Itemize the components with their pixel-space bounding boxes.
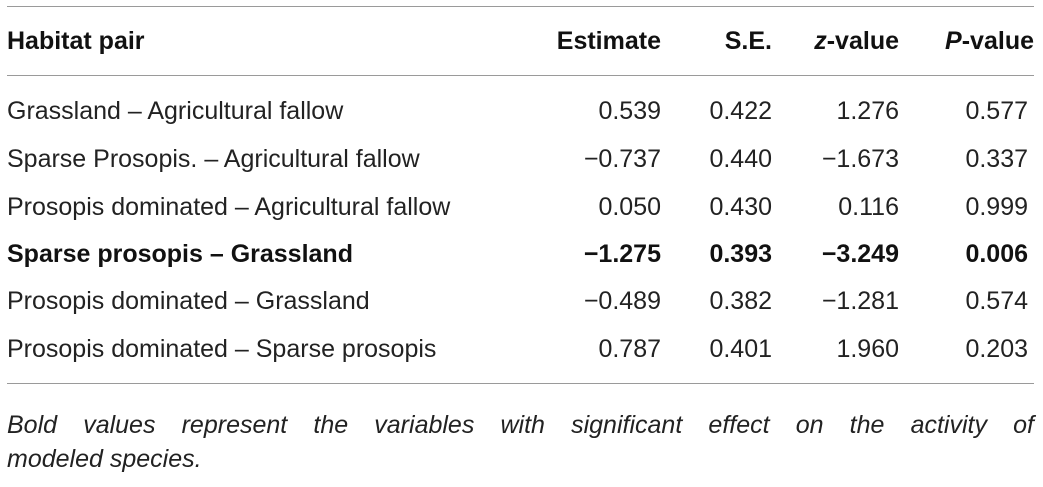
cell-estimate: 0.539 — [598, 97, 661, 125]
cell-habitat-pair: Prosopis dominated – Grassland — [7, 287, 370, 315]
header-p-suffix: -value — [961, 27, 1034, 55]
table-top-rule — [7, 6, 1034, 7]
header-p-value: P-value — [945, 21, 1034, 61]
header-estimate: Estimate — [556, 27, 661, 55]
cell-habitat-pair: Prosopis dominated – Sparse prosopis — [7, 335, 437, 363]
header-p-symbol: P — [945, 27, 962, 55]
cell-estimate: −0.737 — [583, 145, 661, 173]
table-header-rule — [7, 75, 1034, 76]
table-row: Grassland – Agricultural fallow 0.539 0.… — [7, 91, 1034, 131]
table-row: Prosopis dominated – Agricultural fallow… — [7, 187, 1034, 227]
cell-z-value: 1.276 — [836, 97, 899, 125]
footnote-line-1: Bold values represent the variables with… — [7, 411, 1034, 439]
table-row: Prosopis dominated – Sparse prosopis 0.7… — [7, 329, 1034, 369]
header-z-symbol: z — [814, 27, 827, 55]
header-habitat-pair: Habitat pair — [7, 27, 145, 55]
cell-estimate: 0.050 — [598, 193, 661, 221]
cell-habitat-pair: Sparse prosopis – Grassland — [7, 240, 353, 268]
cell-z-value: −3.249 — [821, 240, 899, 268]
cell-estimate: −0.489 — [583, 287, 661, 315]
cell-habitat-pair: Sparse Prosopis. – Agricultural fallow — [7, 145, 420, 173]
cell-p-value: 0.337 — [965, 145, 1028, 173]
cell-z-value: −1.673 — [821, 145, 899, 173]
table-footnote: Bold values represent the variables with… — [7, 408, 1034, 476]
cell-z-value: 1.960 — [836, 335, 899, 363]
cell-estimate: −1.275 — [583, 240, 661, 268]
cell-habitat-pair: Prosopis dominated – Agricultural fallow — [7, 193, 451, 221]
table-row-significant: Sparse prosopis – Grassland −1.275 0.393… — [7, 234, 1034, 274]
cell-se: 0.422 — [709, 97, 772, 125]
cell-estimate: 0.787 — [598, 335, 661, 363]
cell-se: 0.382 — [709, 287, 772, 315]
table-row: Sparse Prosopis. – Agricultural fallow −… — [7, 139, 1034, 179]
cell-se: 0.393 — [709, 240, 772, 268]
cell-p-value: 0.006 — [965, 240, 1028, 268]
cell-se: 0.440 — [709, 145, 772, 173]
footnote-line-2: modeled species. — [7, 445, 202, 473]
header-se: S.E. — [724, 27, 772, 55]
cell-p-value: 0.577 — [965, 97, 1028, 125]
table-header-row: Habitat pair Estimate S.E. z-value P-val… — [7, 21, 1034, 61]
header-z-value: z-value — [814, 21, 899, 61]
cell-se: 0.401 — [709, 335, 772, 363]
cell-se: 0.430 — [709, 193, 772, 221]
cell-p-value: 0.574 — [965, 287, 1028, 315]
cell-habitat-pair: Grassland – Agricultural fallow — [7, 97, 344, 125]
cell-p-value: 0.999 — [965, 193, 1028, 221]
table-row: Prosopis dominated – Grassland −0.489 0.… — [7, 281, 1034, 321]
cell-z-value: 0.116 — [838, 193, 899, 221]
table-bottom-rule — [7, 383, 1034, 384]
cell-z-value: −1.281 — [821, 287, 899, 315]
header-z-suffix: -value — [826, 27, 899, 55]
cell-p-value: 0.203 — [965, 335, 1028, 363]
